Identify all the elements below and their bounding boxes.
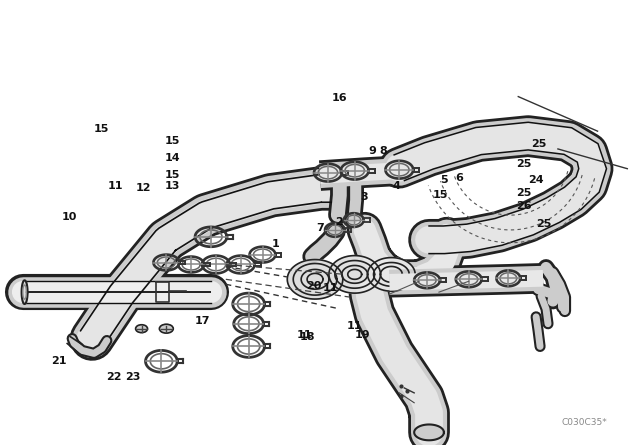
Text: 15: 15 [165, 170, 180, 181]
Text: C030C35*: C030C35* [562, 418, 607, 427]
Ellipse shape [159, 324, 173, 333]
Text: 25: 25 [516, 188, 532, 198]
Text: 8: 8 [380, 146, 387, 156]
Text: 25: 25 [531, 139, 547, 149]
Text: 4: 4 [392, 181, 400, 191]
Text: 22: 22 [106, 372, 122, 382]
Text: 25: 25 [516, 159, 532, 169]
Text: 14: 14 [165, 153, 180, 163]
Text: 1: 1 [272, 239, 280, 249]
Text: 7: 7 [316, 224, 324, 233]
Text: 12: 12 [136, 183, 152, 193]
Text: 26: 26 [516, 201, 532, 211]
Text: 11: 11 [323, 283, 338, 293]
Text: 11: 11 [108, 181, 124, 191]
Ellipse shape [136, 325, 147, 332]
Text: 15: 15 [93, 124, 109, 134]
Text: 5: 5 [440, 175, 447, 185]
Text: 20: 20 [306, 281, 321, 291]
Text: 15: 15 [165, 136, 180, 146]
Polygon shape [287, 259, 343, 299]
Text: 25: 25 [536, 219, 551, 229]
Text: 24: 24 [528, 175, 543, 185]
Text: 6: 6 [456, 172, 463, 182]
Text: 17: 17 [195, 316, 211, 326]
Text: 16: 16 [332, 93, 347, 103]
Polygon shape [367, 258, 415, 291]
Polygon shape [22, 280, 28, 304]
Text: 23: 23 [125, 372, 141, 382]
Text: 21: 21 [51, 356, 67, 366]
Text: 11: 11 [297, 330, 312, 340]
Text: 2: 2 [335, 217, 343, 227]
Text: 9: 9 [368, 146, 376, 156]
Text: 11: 11 [347, 321, 363, 331]
Text: 19: 19 [355, 330, 371, 340]
Polygon shape [329, 256, 380, 293]
Polygon shape [414, 425, 444, 440]
Text: 10: 10 [61, 212, 77, 222]
Text: 3: 3 [360, 193, 368, 202]
Text: 13: 13 [165, 181, 180, 191]
Text: 15: 15 [433, 190, 448, 200]
Text: 18: 18 [300, 332, 315, 342]
